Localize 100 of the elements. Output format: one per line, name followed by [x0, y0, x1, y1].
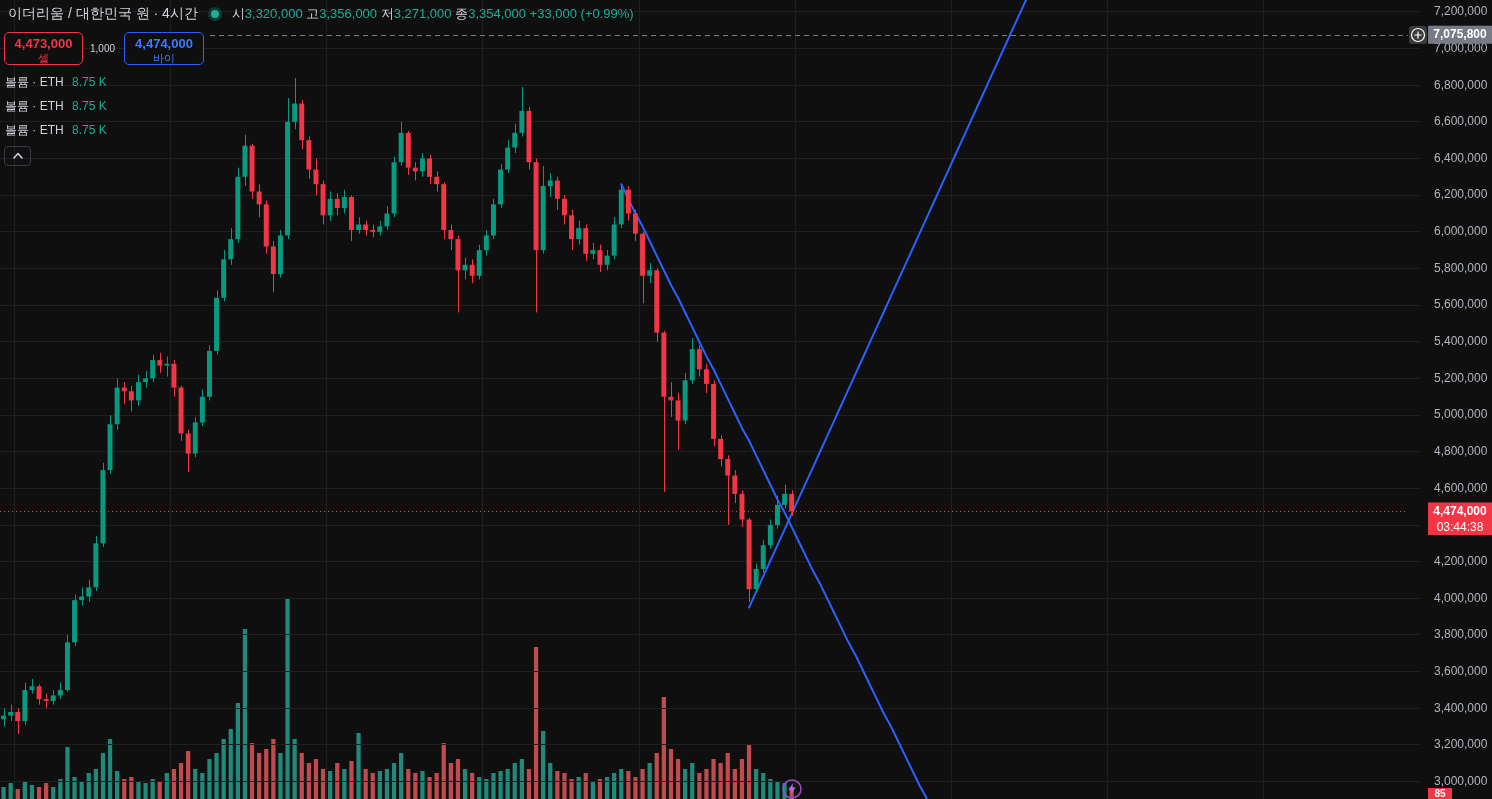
- bar: [462, 769, 468, 799]
- bar: [264, 749, 269, 799]
- bar: [228, 729, 233, 799]
- y-tick-label: 4,800,000: [1434, 444, 1488, 459]
- bar: [242, 629, 248, 799]
- bar: [349, 761, 354, 799]
- y-tick-label: 5,000,000: [1434, 407, 1488, 422]
- bar: [1, 787, 6, 799]
- bar: [718, 763, 723, 799]
- bar: [683, 769, 688, 799]
- bar: [178, 763, 184, 799]
- candlestick: [86, 579, 92, 603]
- candlestick: [732, 469, 738, 504]
- bar: [107, 739, 113, 799]
- candlestick: [171, 359, 177, 398]
- candlestick: [434, 170, 440, 192]
- y-tick-label: 7,000,000: [1434, 40, 1488, 55]
- bar: [491, 773, 496, 799]
- bar: [626, 771, 631, 799]
- bar: [711, 759, 716, 799]
- y-tick-label: 5,400,000: [1434, 334, 1488, 349]
- bar: [164, 773, 169, 799]
- candlestick: [462, 256, 468, 280]
- chart-title: 이더리움 / 대한민국 원 · 4시간: [8, 5, 198, 22]
- y-tick-label: 6,600,000: [1434, 114, 1488, 129]
- bar: [328, 771, 333, 799]
- bar: [704, 769, 709, 799]
- bar: [746, 745, 752, 799]
- candlestick: [483, 229, 489, 257]
- bar: [399, 753, 404, 799]
- y-tick-label: 5,200,000: [1434, 370, 1488, 385]
- bar: [342, 769, 347, 799]
- candlestick: [604, 249, 610, 271]
- candlestick: [15, 707, 21, 735]
- bar: [675, 759, 681, 799]
- bar: [51, 787, 56, 799]
- candlestick: [647, 262, 653, 284]
- annotation: 1,000: [90, 43, 116, 54]
- candlestick: [157, 352, 163, 374]
- bar: [612, 773, 617, 799]
- ref-line-label: 4,474,000: [1433, 504, 1488, 519]
- bar: [384, 769, 390, 799]
- bar: [498, 771, 503, 799]
- candlestick: [164, 355, 170, 378]
- y-tick-label: 3,800,000: [1434, 627, 1488, 642]
- bar: [541, 731, 546, 799]
- bar: [533, 647, 539, 799]
- y-tick-label: 3,400,000: [1434, 700, 1488, 715]
- bar: [36, 787, 42, 799]
- annotation: 볼륨 · ETH: [5, 99, 64, 113]
- bar: [221, 739, 226, 799]
- bar: [555, 771, 560, 799]
- bar: [633, 777, 638, 799]
- bar: [413, 773, 418, 799]
- candlestick: [789, 489, 795, 517]
- bar: [285, 599, 290, 799]
- bar: [505, 769, 510, 799]
- buy-button: 4,474,000 바이: [124, 32, 204, 65]
- bar: [775, 781, 780, 799]
- bar: [725, 753, 730, 799]
- candlestick: [36, 683, 42, 706]
- candlestick: [675, 392, 681, 451]
- bar: [86, 773, 91, 799]
- y-tick-label: 6,400,000: [1434, 150, 1488, 165]
- candlestick: [782, 484, 788, 510]
- candlestick: [753, 563, 759, 594]
- candlestick: [228, 227, 234, 266]
- bar: [257, 753, 262, 799]
- candlestick: [547, 172, 553, 198]
- candlestick: [725, 454, 731, 526]
- bar: [754, 769, 759, 799]
- annotation: 볼륨 · ETH: [5, 75, 64, 89]
- candlestick: [760, 539, 766, 574]
- bar: [654, 753, 659, 799]
- y-tick-label: 4,200,000: [1434, 553, 1488, 568]
- bar: [93, 769, 98, 799]
- candlestick: [519, 86, 525, 138]
- candlestick: [561, 194, 567, 225]
- bar: [271, 739, 276, 799]
- bar: [455, 759, 461, 799]
- annotation: 8.75 K: [72, 75, 107, 89]
- candlestick: [327, 191, 333, 222]
- candlestick: [427, 154, 433, 185]
- bar: [761, 773, 766, 799]
- candlestick: [334, 192, 340, 216]
- bar: [406, 769, 411, 799]
- bar: [668, 749, 674, 799]
- candlestick: [703, 363, 709, 394]
- bar: [115, 771, 120, 799]
- bar: [697, 773, 702, 799]
- bar: [100, 753, 106, 799]
- bar: [193, 769, 198, 799]
- y-tick-label: 3,600,000: [1434, 663, 1488, 678]
- bar: [292, 739, 297, 799]
- bar: [519, 759, 524, 799]
- bar: [356, 733, 361, 799]
- bar: [640, 769, 645, 799]
- bar: [470, 773, 475, 799]
- annotation: 볼륨 · ETH: [5, 123, 64, 137]
- y-tick-label: 6,800,000: [1434, 77, 1488, 92]
